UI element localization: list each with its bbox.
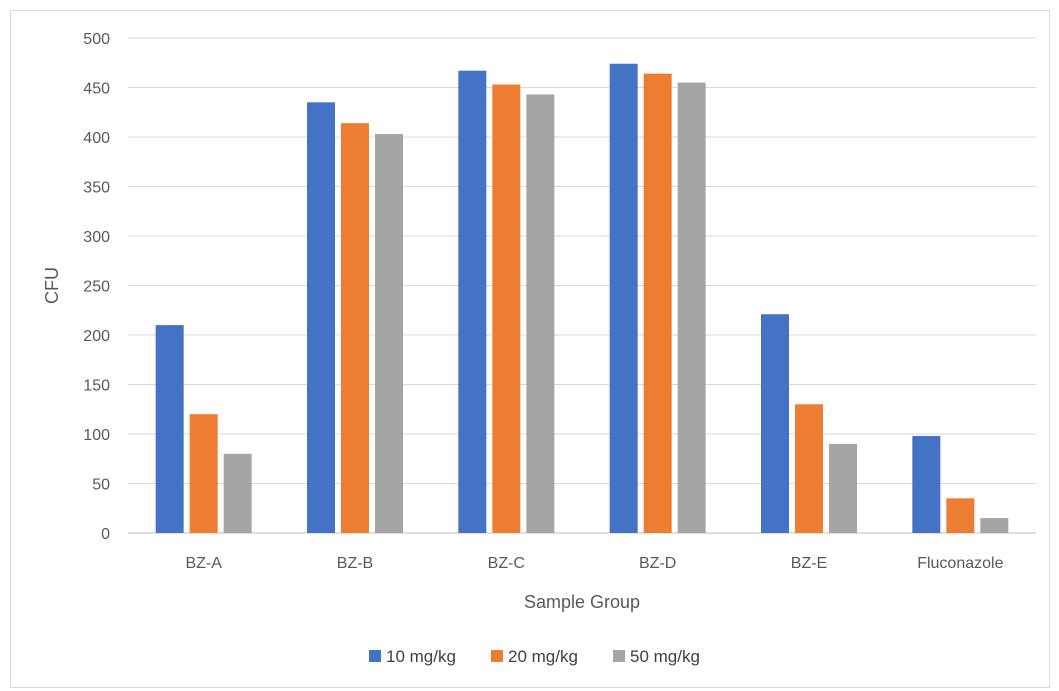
legend-label: 20 mg/kg	[508, 647, 578, 666]
bar-bz-a-series-3	[223, 453, 252, 533]
bars	[155, 63, 1009, 534]
bar-bz-e-series-3	[829, 443, 857, 533]
bar-bz-c-series-3	[526, 94, 555, 534]
legend-label: 50 mg/kg	[630, 647, 700, 666]
bar-bz-c-series-1	[458, 70, 487, 534]
x-tick-label: BZ-E	[791, 555, 827, 572]
y-tick-label: 500	[83, 31, 110, 48]
y-tick-label: 0	[101, 526, 110, 543]
bar-fluconazole-series-3	[980, 518, 1009, 533]
bar-bz-c-series-2	[492, 84, 521, 533]
legend-label: 10 mg/kg	[386, 647, 456, 666]
bar-fluconazole-series-1	[912, 435, 941, 533]
x-tick-label: BZ-A	[185, 555, 222, 572]
legend: 10 mg/kg 20 mg/kg 50 mg/kg	[369, 647, 700, 666]
bar-bz-a-series-2	[189, 414, 218, 533]
y-tick-label: 200	[83, 328, 110, 345]
x-axis-ticks: BZ-A BZ-B BZ-C BZ-D BZ-E Fluconazole	[185, 555, 1003, 572]
x-axis-title: Sample Group	[524, 592, 640, 612]
bar-bz-d-series-3	[677, 82, 706, 534]
y-tick-label: 150	[83, 378, 110, 395]
x-tick-label: BZ-B	[337, 555, 373, 572]
bar-bz-e-series-2	[795, 404, 823, 533]
bar-fluconazole-series-2	[946, 498, 975, 533]
legend-swatch	[491, 650, 503, 662]
y-tick-label: 250	[83, 279, 110, 296]
bar-bz-d-series-1	[609, 63, 638, 534]
y-tick-label: 300	[83, 229, 110, 246]
y-tick-label: 450	[83, 81, 110, 98]
y-tick-label: 350	[83, 180, 110, 197]
y-tick-label: 50	[92, 477, 110, 494]
y-axis-ticks: 0 50 100 150 200 250 300 350 400 450 500	[83, 31, 110, 543]
y-tick-label: 400	[83, 130, 110, 147]
legend-swatch	[369, 650, 381, 662]
bar-bz-d-series-2	[643, 73, 672, 533]
y-axis-title: CFU	[42, 267, 62, 304]
x-tick-label: Fluconazole	[917, 555, 1003, 572]
x-tick-label: BZ-C	[488, 555, 525, 572]
bar-bz-e-series-1	[761, 314, 789, 533]
bar-bz-b-series-3	[375, 134, 403, 533]
x-tick-label: BZ-D	[639, 555, 676, 572]
bar-bz-a-series-1	[155, 325, 184, 533]
gridlines	[128, 37, 1036, 534]
bar-bz-b-series-2	[341, 123, 369, 533]
y-tick-label: 100	[83, 427, 110, 444]
legend-swatch	[613, 650, 625, 662]
bar-bz-b-series-1	[307, 102, 335, 533]
